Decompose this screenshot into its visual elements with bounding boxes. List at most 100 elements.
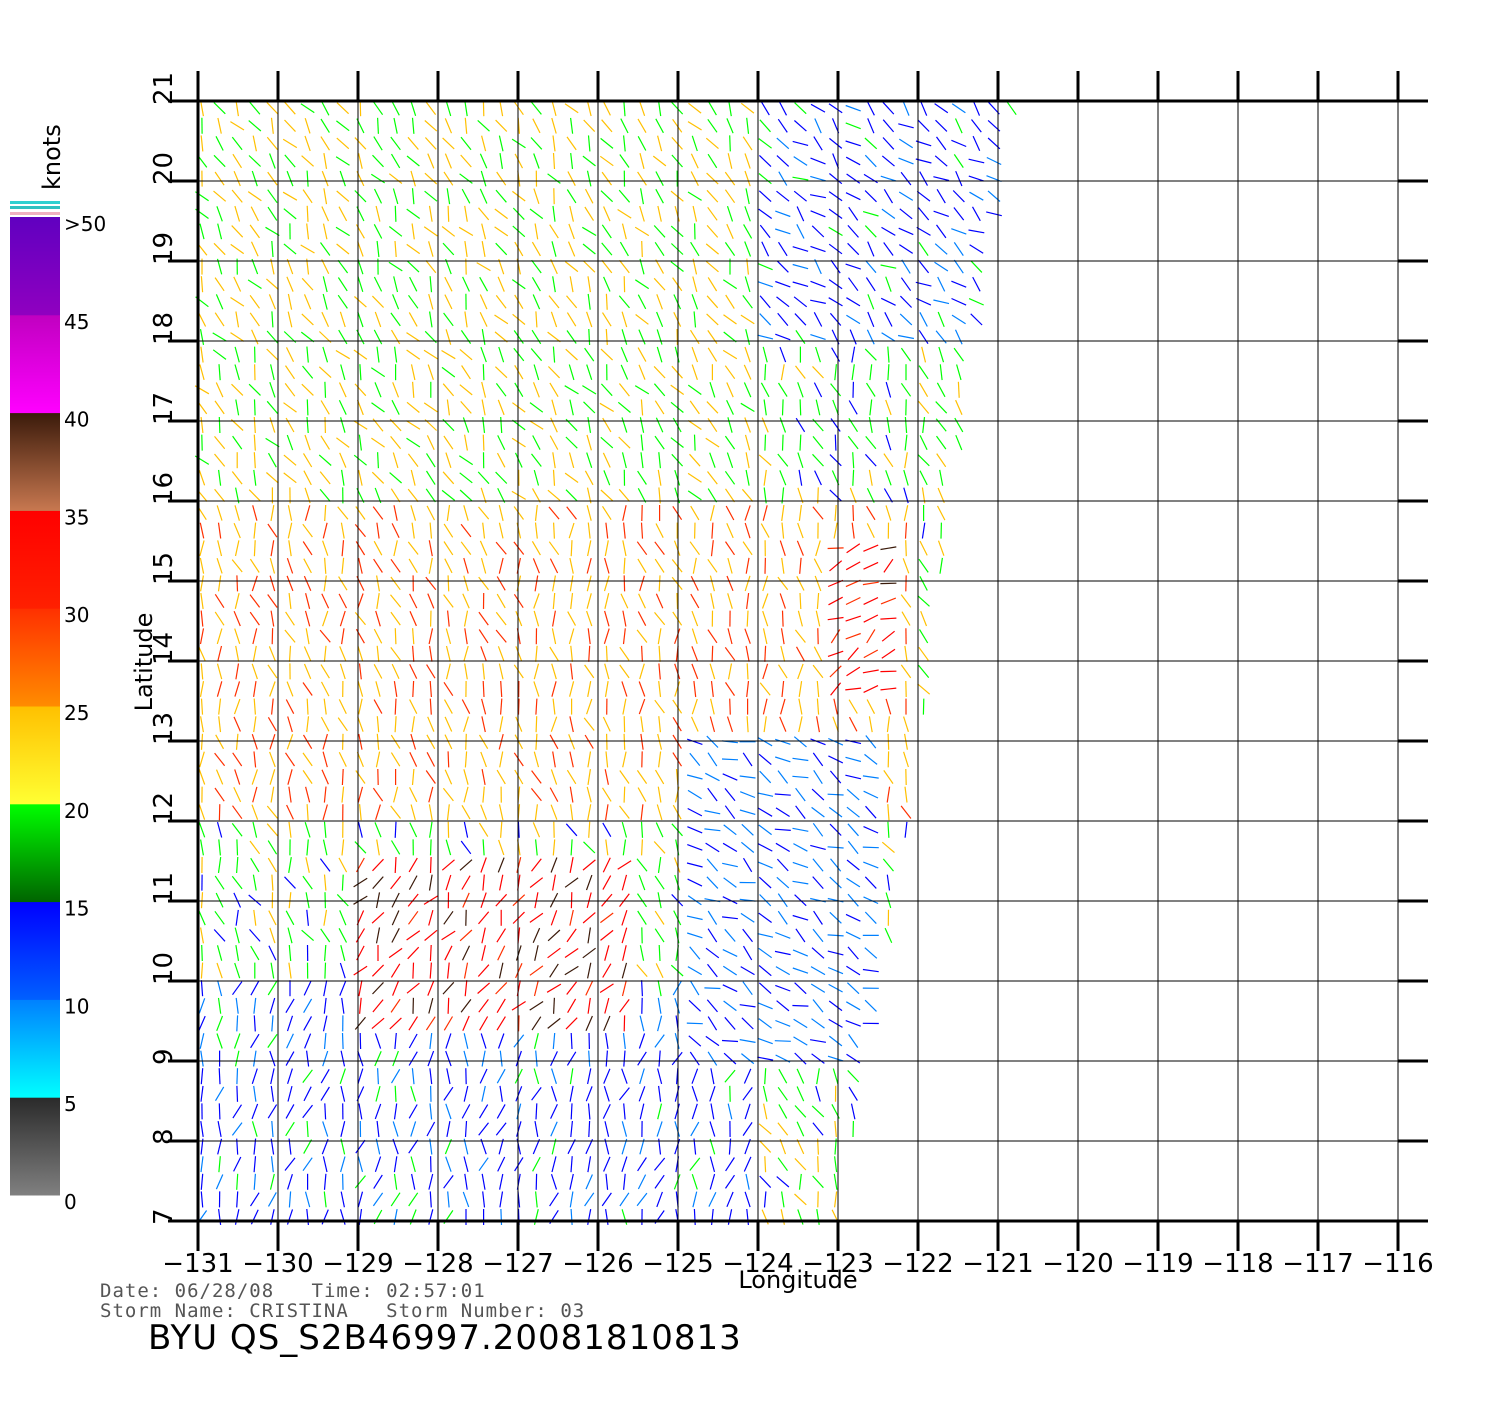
wind-vector (553, 576, 556, 592)
wind-vector (430, 699, 431, 715)
wind-vector (324, 188, 327, 204)
wind-vector (899, 192, 913, 200)
wind-vector (937, 189, 945, 203)
wind-vector (548, 490, 560, 500)
wind-vector (623, 980, 627, 996)
wind-vector (692, 646, 698, 661)
wind-vector (624, 100, 625, 116)
wind-vector (410, 594, 417, 608)
wind-vector (746, 470, 749, 486)
wind-vector (583, 244, 595, 254)
wind-vector (759, 1019, 772, 1029)
wind-vector (758, 1038, 773, 1043)
wind-vector (501, 1209, 502, 1225)
wind-vector (623, 611, 626, 627)
wind-vector (427, 1122, 435, 1136)
wind-vector (340, 611, 345, 626)
wind-vector (798, 611, 802, 627)
wind-vector (901, 278, 910, 291)
wind-vector (444, 313, 454, 326)
wind-vector (797, 576, 804, 590)
wind-vector (305, 822, 310, 837)
product-title: BYU QS_S2B46997.20081810813 (148, 1318, 742, 1358)
wind-vector (271, 611, 274, 627)
wind-vector (888, 734, 889, 750)
wind-vector (377, 716, 378, 732)
wind-vector (323, 294, 327, 310)
wind-vector (518, 822, 519, 838)
wind-vector (551, 312, 556, 327)
wind-vector (217, 505, 222, 520)
wind-vector (570, 558, 573, 574)
wind-vector (745, 629, 750, 644)
wind-vector (589, 822, 590, 838)
wind-vector (409, 876, 417, 890)
wind-vector (585, 207, 594, 221)
wind-vector (777, 191, 790, 201)
wind-vector (250, 225, 259, 238)
wind-vector (795, 895, 807, 906)
wind-vector (500, 752, 503, 768)
wind-vector (445, 717, 452, 732)
wind-vector (303, 524, 313, 537)
wind-vector (254, 716, 256, 732)
wind-vector (796, 366, 806, 379)
wind-vector (793, 828, 809, 831)
wind-vector (569, 365, 574, 380)
wind-vector (828, 739, 843, 746)
wind-vector (870, 400, 872, 416)
wind-vector (570, 1086, 573, 1102)
wind-vector (395, 1174, 397, 1190)
wind-vector (219, 470, 221, 486)
wind-vector (882, 333, 896, 341)
wind-vector (534, 681, 539, 696)
wind-vector (868, 242, 874, 257)
wind-vector (342, 558, 344, 574)
wind-vector (535, 804, 537, 820)
wind-vector (411, 171, 415, 186)
wind-vector (497, 999, 505, 1013)
wind-vector (284, 455, 296, 465)
wind-vector (323, 734, 327, 749)
wind-vector (763, 576, 768, 591)
wind-vector (886, 435, 891, 450)
wind-vector (217, 681, 221, 696)
wind-vector (219, 1156, 220, 1172)
wind-vector (905, 435, 907, 451)
wind-vector (725, 242, 734, 255)
wind-vector (656, 594, 662, 609)
wind-vector (552, 118, 556, 133)
wind-vector (589, 135, 590, 151)
wind-vector (201, 1174, 202, 1190)
wind-vector (637, 770, 646, 783)
wind-vector (288, 1069, 293, 1084)
wind-vector (408, 894, 418, 906)
wind-vector (566, 349, 578, 360)
wind-vector (233, 982, 242, 995)
wind-vector (324, 1016, 327, 1032)
wind-vector (570, 716, 573, 732)
wind-vector (285, 102, 296, 114)
wind-vector (657, 347, 662, 362)
wind-vector (237, 839, 238, 855)
wind-vector (830, 455, 841, 466)
wind-vector (340, 646, 346, 661)
wind-vector (829, 1036, 842, 1046)
wind-vector (814, 911, 823, 924)
wind-vector (199, 770, 204, 785)
wind-vector (285, 630, 295, 642)
wind-vector (870, 364, 872, 380)
wind-vector (306, 892, 309, 908)
wind-vector (237, 575, 238, 591)
wind-vector (483, 364, 484, 380)
wind-vector (339, 577, 347, 591)
wind-vector (284, 244, 296, 254)
wind-vector (793, 758, 809, 760)
wind-vector (793, 844, 807, 852)
wind-vector (482, 945, 486, 961)
wind-vector (793, 881, 809, 884)
wind-vector (533, 295, 539, 310)
wind-vector (410, 823, 417, 837)
wind-vector (359, 153, 363, 169)
wind-vector (407, 156, 419, 166)
